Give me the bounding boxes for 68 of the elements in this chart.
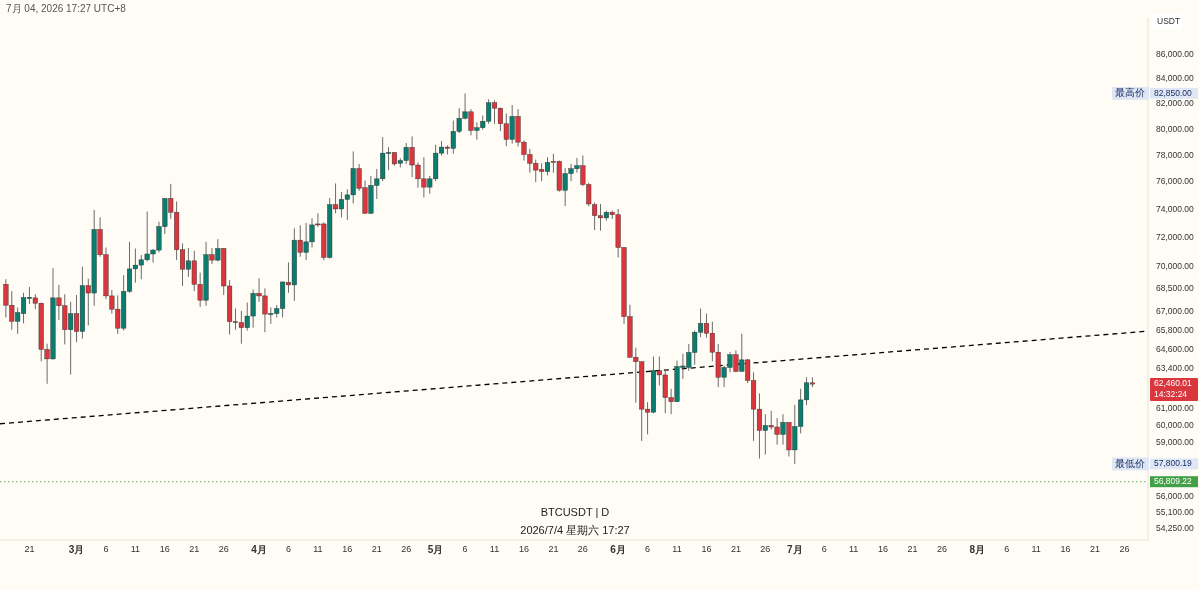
x-tick-label: 6 [285,544,291,555]
y-tick-label: 55,100.00 [1156,507,1195,518]
x-tick-label: 21 [907,544,918,555]
x-tick-label: 5月 [427,543,444,555]
x-tick-label: 4月 [251,543,267,555]
x-tick-label: 21 [189,544,200,555]
text: 82,850.00 [1154,87,1193,98]
text: 57,800.19 [1154,458,1193,469]
y-tick-label: 76,000.00 [1156,176,1195,187]
annotation: 最低价 [1115,457,1145,469]
y-axis-title: USDT [1157,16,1181,27]
x-tick-label: 16 [159,544,170,555]
y-tick-label: 74,000.00 [1156,203,1195,214]
y-tick-label: 63,400.00 [1156,363,1195,373]
y-tick-label: 78,000.00 [1156,149,1195,160]
x-tick-label: 21 [548,544,559,555]
y-tick-label: 59,000.00 [1156,437,1195,448]
y-tick-label: 65,800.00 [1156,324,1195,335]
y-tick-label: 68,500.00 [1156,283,1195,294]
x-tick-label: 16 [701,544,712,555]
x-tick-label: 16 [1060,544,1071,555]
y-tick-label: 86,000.00 [1156,49,1195,60]
y-tick-label: 60,000.00 [1156,419,1195,430]
text: BTCUSDT | D [540,505,610,518]
x-tick-label: 6月 [610,543,626,555]
y-tick-label: 56,000.00 [1156,490,1195,501]
y-tick-label: 72,000.00 [1156,232,1195,243]
y-tick-label: 82,000.00 [1156,98,1195,109]
x-tick-label: 6 [821,544,827,555]
x-tick-label: 6 [103,544,109,555]
annotation: 最高价 [1115,87,1145,99]
ref-line-label: 56,809.22 [1154,475,1193,486]
x-tick-label: 7月 [786,543,803,555]
text: 2026/7/4 星期六 17:27 [520,523,630,536]
x-tick-label: 3月 [68,543,85,555]
text: 62,460.01 [1154,378,1193,389]
x-tick-label: 16 [342,544,353,555]
x-tick-label: 11 [848,544,859,555]
y-tick-label: 84,000.00 [1156,73,1195,84]
x-tick-label: 16 [518,544,529,555]
x-tick-label: 6 [462,544,468,555]
text: 7月 04, 2026 17:27 UTC+8 [6,2,127,14]
x-tick-label: 21 [730,544,741,555]
y-tick-label: 61,000.00 [1156,402,1195,413]
y-tick-label: 64,600.00 [1156,343,1195,354]
x-tick-label: 11 [313,544,323,555]
x-tick-label: 11 [130,544,141,555]
x-tick-label: 26 [1119,544,1130,555]
x-tick-label: 11 [489,544,500,555]
x-tick-label: 21 [371,544,382,555]
x-tick-label: 26 [401,544,412,555]
text: 14:32:24 [1154,388,1188,399]
x-tick-label: 26 [760,544,771,555]
x-tick-label: 6 [1004,544,1010,555]
x-tick-label: 26 [936,544,947,555]
y-tick-label: 70,000.00 [1156,261,1195,272]
x-tick-label: 8月 [969,543,986,555]
x-tick-label: 16 [878,544,889,555]
x-tick-label: 6 [645,544,651,555]
y-tick-label: 54,250.00 [1156,523,1195,534]
x-tick-label: 26 [218,544,229,555]
x-tick-label: 21 [24,544,35,555]
x-tick-label: 11 [672,544,682,555]
y-tick-label: 80,000.00 [1156,123,1195,134]
x-tick-label: 11 [1031,544,1041,555]
x-tick-label: 21 [1090,544,1101,555]
y-tick-label: 67,000.00 [1156,306,1195,317]
x-tick-label: 26 [577,544,588,555]
